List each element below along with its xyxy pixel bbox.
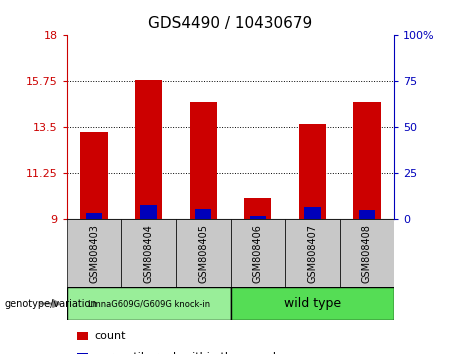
- Bar: [77, 353, 88, 354]
- Bar: [67, 219, 121, 287]
- Bar: [195, 209, 212, 219]
- Bar: [249, 216, 266, 219]
- Text: GSM808405: GSM808405: [198, 224, 208, 282]
- Bar: [285, 219, 340, 287]
- Text: wild type: wild type: [284, 297, 341, 310]
- Text: GSM808404: GSM808404: [144, 224, 154, 282]
- Text: genotype/variation: genotype/variation: [5, 298, 97, 309]
- Bar: [135, 80, 162, 219]
- Bar: [230, 219, 285, 287]
- Text: GSM808407: GSM808407: [307, 224, 317, 282]
- Bar: [244, 198, 272, 219]
- Bar: [230, 287, 394, 320]
- Text: count: count: [95, 331, 126, 341]
- Bar: [189, 103, 217, 219]
- Bar: [86, 213, 102, 219]
- Title: GDS4490 / 10430679: GDS4490 / 10430679: [148, 16, 313, 32]
- Text: percentile rank within the sample: percentile rank within the sample: [95, 352, 283, 354]
- Text: GSM808408: GSM808408: [362, 224, 372, 282]
- Bar: [299, 124, 326, 219]
- Text: GSM808406: GSM808406: [253, 224, 263, 282]
- Bar: [304, 207, 320, 219]
- Bar: [121, 219, 176, 287]
- Text: GSM808403: GSM808403: [89, 224, 99, 282]
- Bar: [353, 103, 380, 219]
- Bar: [340, 219, 394, 287]
- Bar: [141, 205, 157, 219]
- Bar: [67, 287, 230, 320]
- Bar: [176, 219, 230, 287]
- Bar: [77, 332, 88, 340]
- Text: LmnaG609G/G609G knock-in: LmnaG609G/G609G knock-in: [88, 299, 210, 308]
- Bar: [81, 132, 108, 219]
- Bar: [359, 210, 375, 219]
